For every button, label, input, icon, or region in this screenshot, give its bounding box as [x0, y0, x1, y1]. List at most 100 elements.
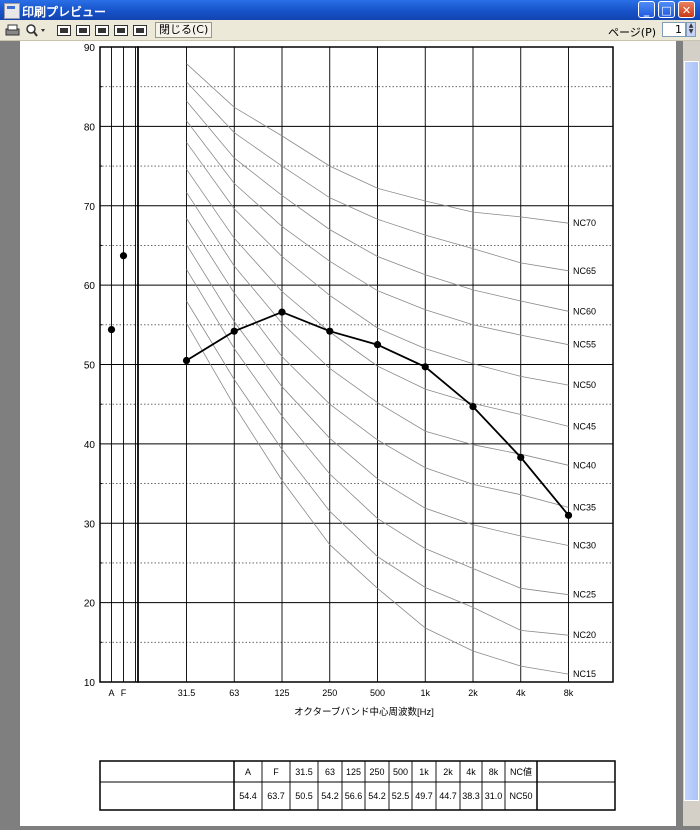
table-header-cell: 1k — [419, 767, 429, 777]
table-value-cell: 54.2 — [368, 791, 386, 801]
nc-curve-line — [186, 120, 569, 346]
four-pages-icon[interactable] — [114, 22, 128, 38]
x-axis-label: オクターブバンド中心周波数[Hz] — [294, 706, 434, 718]
print-icon[interactable] — [4, 22, 20, 38]
nc-curve-line — [186, 269, 569, 596]
zoom-icon[interactable] — [24, 22, 48, 38]
summary-table — [99, 760, 616, 811]
nc-curve-line — [186, 218, 569, 508]
maximize-button[interactable]: □ — [658, 1, 675, 18]
side-tick-label: F — [121, 688, 127, 698]
nc-curve-line — [186, 300, 569, 636]
nc-curve-label: NC25 — [573, 590, 596, 600]
x-tick-label: 4k — [516, 688, 526, 698]
nc-curve-label: NC55 — [573, 340, 596, 350]
table-header-cell: 2k — [443, 767, 453, 777]
table-value-cell: 44.7 — [439, 791, 457, 801]
two-pages-icon[interactable] — [76, 22, 90, 38]
x-tick-label: 63 — [229, 688, 239, 698]
table-value-cell: 63.7 — [267, 791, 285, 801]
scrollbar-thumb[interactable] — [684, 61, 699, 801]
window-title: 印刷プレビュー — [22, 5, 107, 19]
measured-point — [373, 341, 382, 349]
y-tick-label: 20 — [84, 599, 96, 610]
title-bar: 印刷プレビュー _ □ ✕ — [0, 0, 700, 20]
nc-curve-label: NC20 — [573, 630, 596, 640]
table-value-cell: 50.5 — [295, 791, 313, 801]
x-tick-label: 500 — [370, 688, 385, 698]
x-tick-label: 250 — [322, 688, 337, 698]
y-tick-label: 40 — [84, 440, 96, 451]
nc-curve-line — [186, 100, 569, 312]
table-value-cell: 31.0 — [485, 791, 503, 801]
six-pages-icon[interactable] — [133, 22, 147, 38]
table-header-cell: 4k — [466, 767, 476, 777]
y-tick-label: 70 — [84, 202, 96, 213]
app-icon — [4, 3, 20, 19]
measured-point — [517, 453, 525, 461]
measured-point — [230, 327, 238, 335]
side-tick-label: A — [108, 688, 114, 698]
page-number-input[interactable]: 1 — [662, 22, 686, 37]
table-header-cell: 8k — [489, 767, 499, 777]
side-point — [107, 325, 116, 334]
minimize-button[interactable]: _ — [638, 1, 655, 18]
nc-curve-label: NC45 — [573, 421, 596, 431]
vertical-scrollbar[interactable] — [683, 41, 700, 826]
nc-curve-line — [186, 322, 569, 675]
y-tick-label: 10 — [84, 678, 96, 689]
x-tick-label: 1k — [420, 688, 430, 698]
three-pages-icon[interactable] — [95, 22, 109, 38]
x-tick-label: 2k — [468, 688, 478, 698]
close-preview-button[interactable]: 閉じる(C) — [155, 22, 213, 38]
nc-curve-label: NC70 — [573, 218, 596, 228]
table-value-cell: 56.6 — [345, 791, 363, 801]
measured-point — [182, 356, 191, 365]
page-label: ページ(P) — [608, 26, 656, 39]
nc-curve-label: NC40 — [573, 460, 596, 470]
y-tick-label: 60 — [84, 281, 96, 292]
preview-page: 10 20 30 40 50 60 70 80 90 A F 31.5 63 125 250 500 1k 2k 4… — [20, 41, 676, 826]
plot-frame — [137, 46, 614, 683]
close-window-button[interactable]: ✕ — [678, 1, 695, 18]
y-tick-label: 50 — [84, 361, 96, 372]
nc-curve-label: NC30 — [573, 540, 596, 550]
table-header-cell: NC値 — [510, 766, 532, 777]
table-header-cell: 31.5 — [295, 767, 313, 777]
table-value-cell: 54.4 — [239, 791, 257, 801]
x-tick-label: 31.5 — [178, 688, 196, 698]
measured-point — [326, 327, 334, 335]
table-header-cell: F — [273, 767, 279, 777]
nc-curve-label: NC15 — [573, 669, 596, 679]
nc-curve-label: NC35 — [573, 502, 596, 512]
nc-curve-line — [186, 142, 569, 386]
measured-point — [469, 402, 477, 411]
nc-curve-label: NC65 — [573, 266, 596, 276]
nc-curve-line — [186, 244, 569, 546]
table-value-cell: 49.7 — [415, 791, 433, 801]
table-value-cell: NC50 — [509, 791, 532, 801]
table-header-cell: A — [245, 767, 251, 777]
nc-curve-label: NC50 — [573, 380, 596, 390]
measured-point — [421, 363, 429, 371]
table-header-cell: 125 — [346, 767, 361, 777]
table-value-cell: 52.5 — [392, 791, 410, 801]
measured-point — [564, 511, 573, 519]
nc-curve-line — [186, 192, 569, 466]
table-header-cell: 250 — [369, 767, 384, 777]
toolbar: 閉じる(C) ページ(P) 1 ▲ ▼ — [0, 20, 700, 41]
measured-point — [278, 308, 286, 316]
x-tick-label: 125 — [274, 688, 289, 698]
table-value-cell: 54.2 — [321, 791, 339, 801]
x-tick-label: 8k — [564, 688, 574, 698]
table-header-cell: 500 — [393, 767, 408, 777]
side-point — [119, 252, 128, 260]
one-page-icon[interactable] — [57, 22, 71, 38]
y-tick-label: 30 — [84, 519, 96, 530]
y-tick-label: 90 — [84, 43, 96, 54]
page-spinner[interactable]: ▲ ▼ — [686, 22, 696, 37]
y-tick-label: 80 — [84, 122, 96, 133]
nc-curve-line — [186, 81, 569, 272]
nc-curve-line — [186, 168, 569, 427]
